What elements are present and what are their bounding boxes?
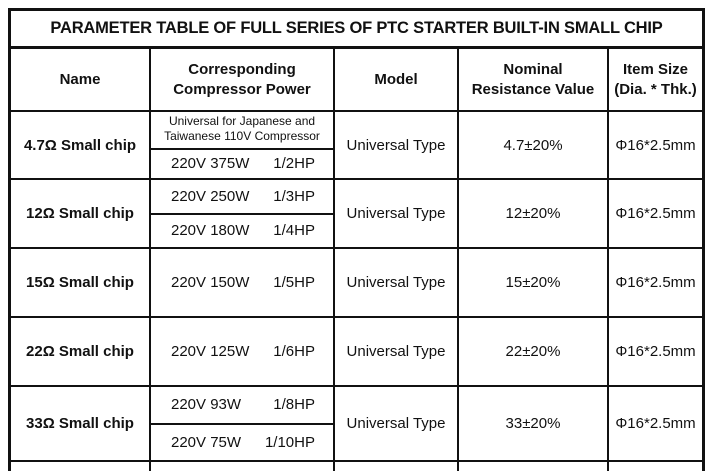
item-size-cell: Φ16*2.5mm bbox=[615, 415, 696, 432]
power-spec: 220V 180W 1/4HP bbox=[151, 215, 333, 248]
model-cell: Universal Type bbox=[335, 318, 459, 385]
table-title: PARAMETER TABLE OF FULL SERIES OF PTC ST… bbox=[11, 11, 702, 49]
power-watt: 220V 180W bbox=[171, 222, 250, 240]
row-name: 33Ω Small chip bbox=[11, 387, 151, 460]
power-hp: 1/2HP bbox=[273, 155, 315, 173]
model-cell: Universal Type bbox=[335, 180, 459, 247]
item-size-cell: Φ16*2.5mm bbox=[615, 343, 696, 360]
power-cell: 220V 125W 1/6HP bbox=[151, 318, 335, 385]
power-spec: 220V 93W 1/8HP bbox=[151, 387, 333, 425]
power-spec: 220V 375W 1/2HP bbox=[151, 150, 333, 178]
power-watt: 220V 125W bbox=[171, 343, 250, 360]
power-watt: 220V 250W bbox=[171, 187, 250, 205]
parameter-table: PARAMETER TABLE OF FULL SERIES OF PTC ST… bbox=[8, 8, 705, 471]
table-row: 22Ω Small chip 220V 125W 1/6HP Universal… bbox=[11, 318, 702, 387]
header-name: Name bbox=[11, 49, 151, 110]
resistance-cell: 4.7±20% bbox=[459, 112, 609, 178]
power-hp: 1/3HP bbox=[273, 187, 315, 205]
power-watt: 220V 75W bbox=[171, 433, 242, 451]
cutoff-cell bbox=[151, 462, 335, 471]
header-model: Model bbox=[335, 49, 459, 110]
resistance-cell: 33±20% bbox=[459, 387, 609, 460]
resistance-cell: 15±20% bbox=[459, 249, 609, 316]
item-size-cell: Φ16*2.5mm bbox=[615, 205, 696, 222]
header-compressor-power: Corresponding Compressor Power bbox=[151, 49, 335, 110]
row-name: 12Ω Small chip bbox=[11, 180, 151, 247]
table-row: 12Ω Small chip 220V 250W 1/3HP 220V 180W… bbox=[11, 180, 702, 249]
cutoff-cell bbox=[609, 462, 702, 471]
model-cell: Universal Type bbox=[335, 387, 459, 460]
power-watt: 220V 375W bbox=[171, 155, 250, 173]
table-row: 33Ω Small chip 220V 93W 1/8HP 220V 75W 1… bbox=[11, 387, 702, 462]
power-watt: 220V 150W bbox=[171, 274, 250, 291]
power-hp: 1/8HP bbox=[273, 396, 315, 414]
power-watt: 220V 93W bbox=[171, 396, 242, 414]
power-cell: 220V 150W 1/5HP bbox=[151, 249, 335, 316]
item-size-cell: Φ16*2.5mm bbox=[615, 274, 696, 291]
power-note: Universal for Japanese and Taiwanese 110… bbox=[151, 112, 333, 150]
resistance-cell: 12±20% bbox=[459, 180, 609, 247]
header-nominal-resistance: Nominal Resistance Value bbox=[459, 49, 609, 110]
row-name: 22Ω Small chip bbox=[11, 318, 151, 385]
power-hp: 1/5HP bbox=[273, 274, 315, 291]
cutoff-row bbox=[11, 462, 702, 471]
power-hp: 1/4HP bbox=[273, 222, 315, 240]
power-cell: Universal for Japanese and Taiwanese 110… bbox=[151, 112, 335, 178]
power-spec: 220V 125W 1/6HP bbox=[151, 318, 333, 385]
row-name: 15Ω Small chip bbox=[11, 249, 151, 316]
header-row: Name Corresponding Compressor Power Mode… bbox=[11, 49, 702, 112]
power-spec: 220V 150W 1/5HP bbox=[151, 249, 333, 316]
cutoff-cell bbox=[11, 462, 151, 471]
item-size-cell: Φ16*2.5mm bbox=[615, 136, 696, 154]
cutoff-cell bbox=[459, 462, 609, 471]
table-row: 4.7Ω Small chip Universal for Japanese a… bbox=[11, 112, 702, 180]
table-row: 15Ω Small chip 220V 150W 1/5HP Universal… bbox=[11, 249, 702, 318]
power-spec: 220V 75W 1/10HP bbox=[151, 425, 333, 461]
power-hp: 1/10HP bbox=[264, 433, 315, 451]
power-spec: 220V 250W 1/3HP bbox=[151, 180, 333, 215]
power-hp: 1/6HP bbox=[273, 343, 315, 360]
resistance-cell: 22±20% bbox=[459, 318, 609, 385]
header-item-size: Item Size (Dia. * Thk.) bbox=[614, 61, 697, 98]
model-cell: Universal Type bbox=[335, 112, 459, 178]
power-cell: 220V 250W 1/3HP 220V 180W 1/4HP bbox=[151, 180, 335, 247]
model-cell: Universal Type bbox=[335, 249, 459, 316]
cutoff-cell bbox=[335, 462, 459, 471]
power-cell: 220V 93W 1/8HP 220V 75W 1/10HP bbox=[151, 387, 335, 460]
row-name: 4.7Ω Small chip bbox=[11, 112, 151, 178]
